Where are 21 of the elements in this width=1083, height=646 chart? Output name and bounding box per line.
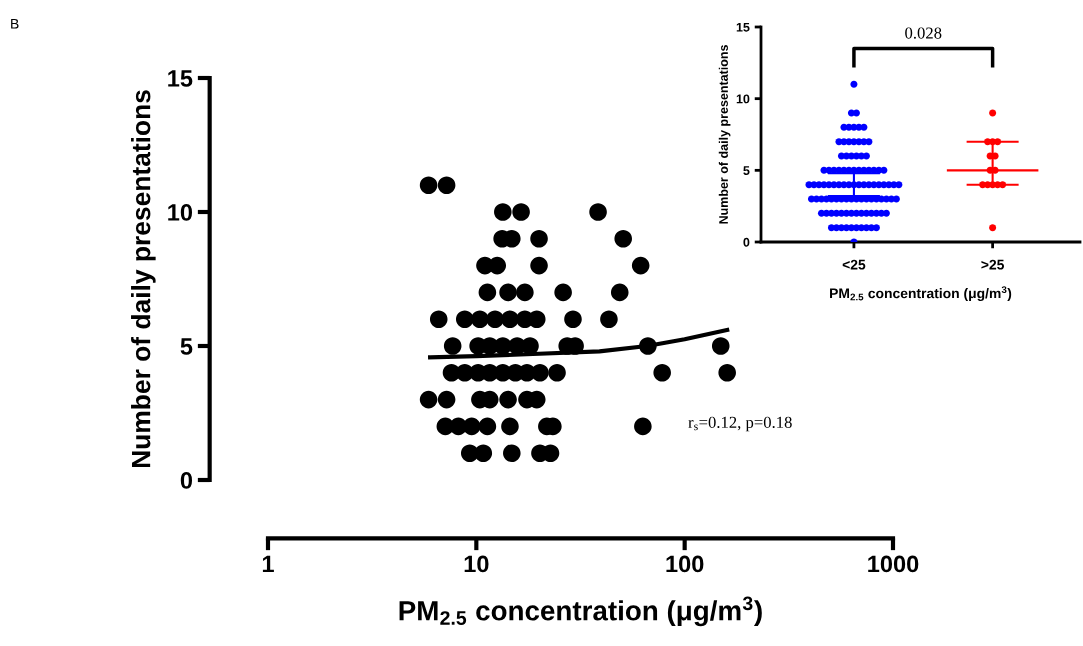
y-axis-title: Number of daily presentations	[718, 45, 731, 224]
annotation: 0.028	[905, 27, 942, 39]
x-tick-label: 1	[262, 555, 274, 573]
y-tick-label: 15	[168, 70, 193, 87]
x-tick-label: 1000	[868, 555, 919, 573]
x-tick-label: 10	[464, 555, 489, 573]
y-tick-label: 0	[180, 472, 193, 489]
y-tick-label: 10	[736, 94, 750, 104]
x-tick-label: <25	[842, 259, 866, 270]
text: B	[11, 19, 19, 29]
y-tick-label: 5	[180, 338, 193, 355]
y-tick-label: 10	[168, 204, 193, 221]
y-tick-label: 0	[743, 237, 750, 247]
x-tick-label: >25	[981, 259, 1005, 270]
annotation: r$_{s}$=0.12, p=0.18	[688, 416, 792, 432]
y-axis-title: Number of daily presentations	[131, 90, 156, 468]
x-tick-label: 100	[666, 555, 704, 573]
y-tick-label: 15	[736, 22, 750, 32]
x-axis-title: PM$_{2.5}$ concentration (μg/m$^{3}$)	[399, 596, 762, 627]
x-axis-title: PM$_{2.5}$ concentration (μg/m$^{3}$)	[830, 286, 1012, 302]
y-tick-label: 5	[743, 166, 750, 175]
